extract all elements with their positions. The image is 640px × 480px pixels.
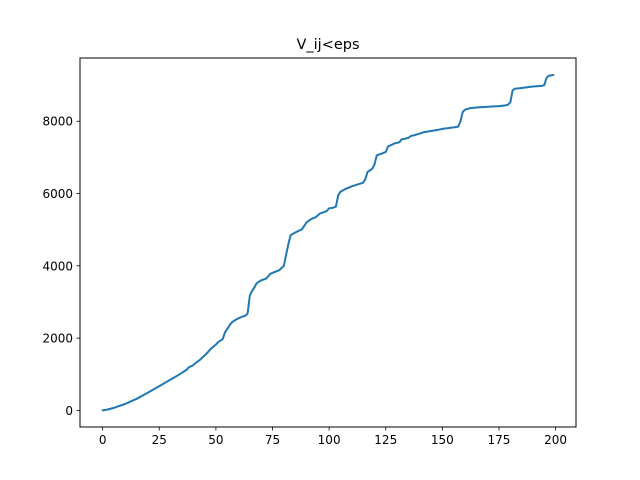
x-tick-label: 50 bbox=[208, 433, 223, 447]
x-tick-label: 0 bbox=[99, 433, 107, 447]
y-tick-label: 0 bbox=[65, 404, 73, 418]
y-tick-label: 2000 bbox=[42, 332, 73, 346]
x-tick-label: 175 bbox=[488, 433, 511, 447]
x-tick-label: 25 bbox=[152, 433, 167, 447]
series-line bbox=[101, 73, 555, 412]
y-axis: 0 2000 4000 6000 8000 bbox=[42, 115, 80, 418]
y-tick-label: 4000 bbox=[42, 259, 73, 273]
x-tick-label: 125 bbox=[374, 433, 397, 447]
x-tick-label: 100 bbox=[318, 433, 341, 447]
y-tick-label: 8000 bbox=[42, 115, 73, 129]
x-tick-label: 150 bbox=[431, 433, 454, 447]
axes-frame bbox=[79, 57, 577, 428]
y-tick-label: 6000 bbox=[42, 187, 73, 201]
chart-title: V_ij<eps bbox=[296, 37, 359, 53]
x-axis: 0 25 50 75 100 125 150 175 200 bbox=[99, 427, 567, 447]
plot-area bbox=[101, 73, 555, 412]
x-tick-label: 75 bbox=[265, 433, 280, 447]
x-tick-label: 200 bbox=[544, 433, 567, 447]
